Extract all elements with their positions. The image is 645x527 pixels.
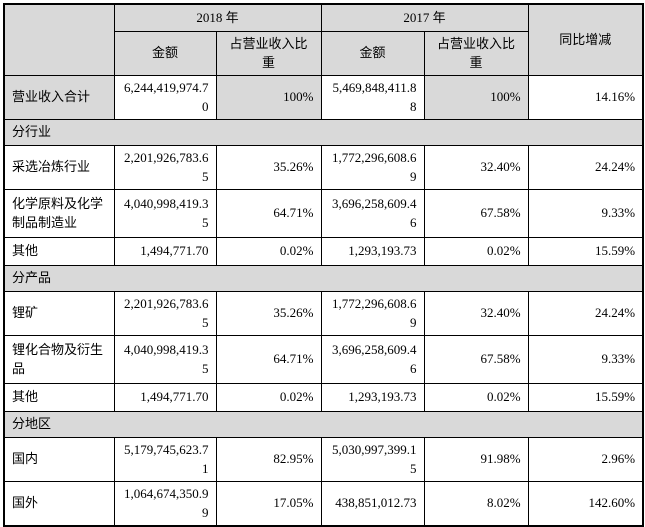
yoy-cell: 14.16% bbox=[527, 74, 644, 120]
yoy-cell: 24.24% bbox=[527, 290, 644, 336]
table-row: 锂化合物及衍生品 4,040,998,419.35 64.71% 3,696,2… bbox=[3, 334, 644, 384]
table-row: 国外 1,064,674,350.99 17.05% 438,851,012.7… bbox=[3, 480, 644, 526]
amount-2018-cell: 2,201,926,783.65 bbox=[113, 144, 217, 190]
table-row: 锂矿 2,201,926,783.65 35.26% 1,772,296,608… bbox=[3, 290, 644, 336]
header-row-years: 2018 年 2017 年 同比增减 bbox=[3, 3, 644, 76]
yoy-cell: 15.59% bbox=[527, 236, 644, 266]
share-2017-cell: 67.58% bbox=[423, 334, 529, 384]
amount-2018-cell: 6,244,419,974.70 bbox=[113, 74, 217, 120]
section-label: 分地区 bbox=[3, 410, 644, 438]
share-2018-cell: 64.71% bbox=[215, 188, 322, 238]
row-label: 其他 bbox=[3, 236, 115, 266]
table-row: 采选冶炼行业 2,201,926,783.65 35.26% 1,772,296… bbox=[3, 144, 644, 190]
share-2017-cell: 91.98% bbox=[423, 436, 529, 482]
amount-2017-cell: 1,293,193.73 bbox=[320, 382, 425, 412]
amount-2018-cell: 5,179,745,623.71 bbox=[113, 436, 217, 482]
yoy-cell: 15.59% bbox=[527, 382, 644, 412]
amount-2018-cell: 2,201,926,783.65 bbox=[113, 290, 217, 336]
amount-2018-cell: 4,040,998,419.35 bbox=[113, 334, 217, 384]
amount-2017-cell: 3,696,258,609.46 bbox=[320, 334, 425, 384]
header-yoy: 同比增减 bbox=[527, 3, 644, 76]
section-label: 分行业 bbox=[3, 118, 644, 146]
row-label: 采选冶炼行业 bbox=[3, 144, 115, 190]
yoy-cell: 142.60% bbox=[527, 480, 644, 526]
amount-2017-cell: 3,696,258,609.46 bbox=[320, 188, 425, 238]
share-2017-cell: 0.02% bbox=[423, 236, 529, 266]
section-row-product: 分产品 bbox=[3, 264, 644, 292]
share-2018-cell: 35.26% bbox=[215, 290, 322, 336]
share-2018-cell: 64.71% bbox=[215, 334, 322, 384]
share-2017-cell: 100% bbox=[423, 74, 529, 120]
section-row-region: 分地区 bbox=[3, 410, 644, 438]
table-row: 国内 5,179,745,623.71 82.95% 5,030,997,399… bbox=[3, 436, 644, 482]
share-2017-cell: 67.58% bbox=[423, 188, 529, 238]
header-row-metrics: 金额 占营业收入比重 金额 占营业收入比重 bbox=[4, 30, 643, 76]
header-year-2017: 2017 年 bbox=[320, 3, 529, 32]
row-label: 锂化合物及衍生品 bbox=[3, 334, 115, 384]
share-2018-cell: 17.05% bbox=[215, 480, 322, 526]
share-2017-cell: 32.40% bbox=[423, 144, 529, 190]
yoy-cell: 9.33% bbox=[527, 334, 644, 384]
amount-2018-cell: 1,494,771.70 bbox=[113, 382, 217, 412]
header-amount-2018: 金额 bbox=[113, 30, 217, 76]
table-row-total: 营业收入合计 6,244,419,974.70 100% 5,469,848,4… bbox=[3, 74, 644, 120]
revenue-breakdown-table: 2018 年 2017 年 同比增减 金额 占营业收入比重 金额 占营业收入比重… bbox=[3, 3, 645, 527]
amount-2017-cell: 1,772,296,608.69 bbox=[320, 290, 425, 336]
row-label: 锂矿 bbox=[3, 290, 115, 336]
share-2018-cell: 0.02% bbox=[215, 382, 322, 412]
section-row-industry: 分行业 bbox=[3, 118, 644, 146]
share-2018-cell: 35.26% bbox=[215, 144, 322, 190]
row-label: 国内 bbox=[3, 436, 115, 482]
header-share-2018: 占营业收入比重 bbox=[215, 30, 322, 76]
share-2018-cell: 100% bbox=[215, 74, 322, 120]
header-amount-2017: 金额 bbox=[320, 30, 425, 76]
table-row: 化学原料及化学制品制造业 4,040,998,419.35 64.71% 3,6… bbox=[3, 188, 644, 238]
row-label: 其他 bbox=[3, 382, 115, 412]
header-empty-cell bbox=[3, 3, 115, 76]
share-2018-cell: 0.02% bbox=[215, 236, 322, 266]
yoy-cell: 9.33% bbox=[527, 188, 644, 238]
amount-2017-cell: 1,293,193.73 bbox=[320, 236, 425, 266]
share-2017-cell: 32.40% bbox=[423, 290, 529, 336]
amount-2017-cell: 1,772,296,608.69 bbox=[320, 144, 425, 190]
amount-2018-cell: 1,064,674,350.99 bbox=[113, 480, 217, 526]
table-row: 其他 1,494,771.70 0.02% 1,293,193.73 0.02%… bbox=[3, 236, 644, 266]
amount-2017-cell: 5,469,848,411.88 bbox=[320, 74, 425, 120]
header-year-2018: 2018 年 bbox=[113, 3, 322, 32]
yoy-cell: 2.96% bbox=[527, 436, 644, 482]
amount-2017-cell: 5,030,997,399.15 bbox=[320, 436, 425, 482]
header-share-2017: 占营业收入比重 bbox=[423, 30, 529, 76]
amount-2017-cell: 438,851,012.73 bbox=[320, 480, 425, 526]
share-2017-cell: 0.02% bbox=[423, 382, 529, 412]
share-2017-cell: 8.02% bbox=[423, 480, 529, 526]
share-2018-cell: 82.95% bbox=[215, 436, 322, 482]
section-label: 分产品 bbox=[3, 264, 644, 292]
amount-2018-cell: 1,494,771.70 bbox=[113, 236, 217, 266]
yoy-cell: 24.24% bbox=[527, 144, 644, 190]
table-row: 其他 1,494,771.70 0.02% 1,293,193.73 0.02%… bbox=[3, 382, 644, 412]
row-label: 化学原料及化学制品制造业 bbox=[3, 188, 115, 238]
row-label: 国外 bbox=[3, 480, 115, 526]
document-page: 2018 年 2017 年 同比增减 金额 占营业收入比重 金额 占营业收入比重… bbox=[3, 3, 645, 527]
row-label: 营业收入合计 bbox=[3, 74, 115, 120]
amount-2018-cell: 4,040,998,419.35 bbox=[113, 188, 217, 238]
